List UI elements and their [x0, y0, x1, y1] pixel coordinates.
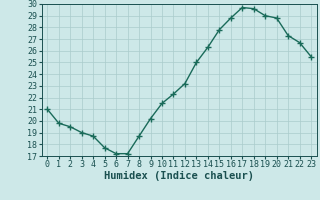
- X-axis label: Humidex (Indice chaleur): Humidex (Indice chaleur): [104, 171, 254, 181]
